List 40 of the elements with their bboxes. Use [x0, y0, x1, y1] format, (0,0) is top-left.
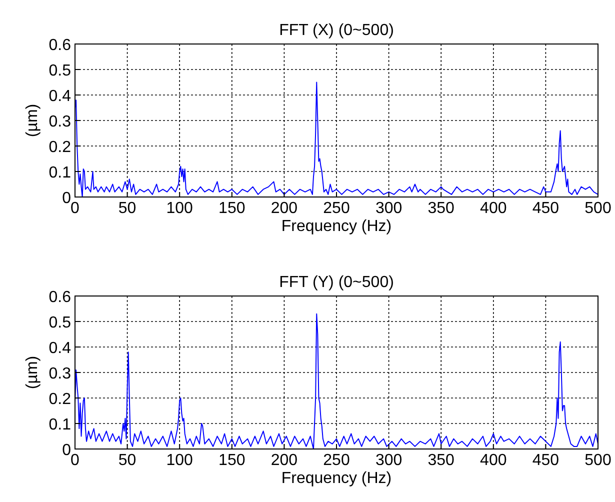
x-tick-label: 250: [323, 200, 350, 217]
x-tick-label: 500: [584, 200, 612, 217]
y-axis-title: (µm): [24, 356, 41, 390]
x-tick-label: 500: [584, 452, 612, 469]
x-tick-label: 150: [218, 452, 246, 469]
y-tick-label: 0.2: [48, 391, 72, 408]
x-tick-label: 350: [428, 200, 455, 217]
y-tick-label: 0.6: [48, 289, 72, 306]
x-tick-label: 100: [166, 452, 194, 469]
x-tick-label: 50: [118, 452, 136, 469]
line-series: [75, 313, 598, 450]
y-tick-label: 0.2: [48, 139, 72, 156]
x-tick-label: 450: [532, 452, 560, 469]
chart-title: FFT (Y) (0~500): [279, 274, 394, 291]
x-tick-label: 300: [375, 452, 402, 469]
x-tick-label: 250: [323, 452, 350, 469]
x-tick-label: 400: [480, 452, 507, 469]
x-tick-label: 300: [375, 200, 402, 217]
y-axis-title: (µm): [24, 104, 41, 138]
y-tick-label: 0.5: [48, 314, 72, 332]
x-tick-label: 400: [480, 200, 507, 217]
y-tick-label: 0.1: [48, 416, 72, 434]
x-tick-label: 200: [270, 452, 298, 469]
x-tick-label: 200: [270, 200, 298, 217]
x-axis-title: Frequency (Hz): [281, 218, 392, 235]
y-tick-label: 0.3: [48, 366, 72, 382]
y-tick-label: 0.4: [48, 340, 72, 357]
x-tick-label: 50: [118, 200, 136, 217]
x-tick-label: 450: [532, 200, 560, 217]
line-series: [75, 82, 598, 198]
y-tick-label: 0.3: [48, 114, 72, 130]
y-tick-label: 0.1: [48, 164, 72, 182]
y-tick-label: 0.6: [48, 37, 72, 54]
x-tick-label: 350: [428, 452, 455, 469]
chart-title: FFT (X) (0~500): [279, 22, 394, 39]
y-tick-label: 0.4: [48, 88, 72, 105]
y-tick-label: 0.5: [48, 62, 72, 80]
x-axis-title: Frequency (Hz): [281, 470, 392, 487]
x-tick-label: 150: [218, 200, 246, 217]
x-tick-label: 100: [166, 200, 194, 217]
